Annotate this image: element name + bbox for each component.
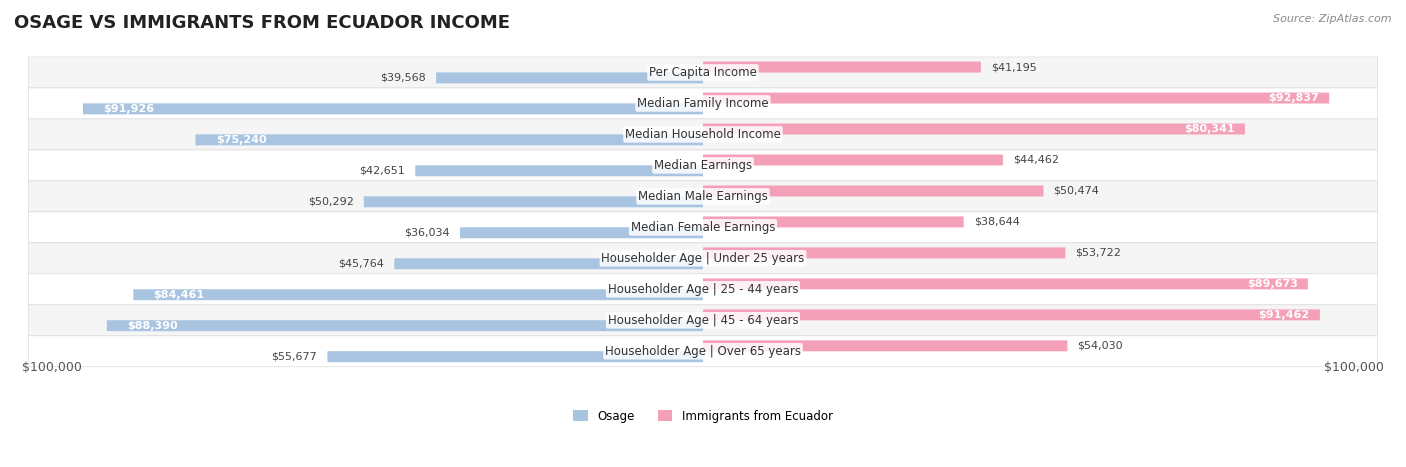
FancyBboxPatch shape <box>28 212 1378 243</box>
Legend: Osage, Immigrants from Ecuador: Osage, Immigrants from Ecuador <box>568 405 838 427</box>
FancyBboxPatch shape <box>436 72 703 84</box>
Text: $38,644: $38,644 <box>974 217 1019 227</box>
Text: Median Female Earnings: Median Female Earnings <box>631 221 775 234</box>
Text: $100,000: $100,000 <box>21 361 82 375</box>
Text: $75,240: $75,240 <box>215 135 266 145</box>
Text: $91,462: $91,462 <box>1258 310 1310 320</box>
FancyBboxPatch shape <box>28 274 1378 305</box>
FancyBboxPatch shape <box>703 92 1329 104</box>
Text: $36,034: $36,034 <box>404 228 450 238</box>
FancyBboxPatch shape <box>328 351 703 362</box>
Text: Householder Age | 45 - 64 years: Householder Age | 45 - 64 years <box>607 314 799 327</box>
FancyBboxPatch shape <box>703 216 963 227</box>
Text: $44,462: $44,462 <box>1012 155 1059 165</box>
FancyBboxPatch shape <box>83 103 703 114</box>
Text: $88,390: $88,390 <box>127 321 177 331</box>
Text: $91,926: $91,926 <box>103 104 155 114</box>
Text: $41,195: $41,195 <box>991 62 1036 72</box>
Text: OSAGE VS IMMIGRANTS FROM ECUADOR INCOME: OSAGE VS IMMIGRANTS FROM ECUADOR INCOME <box>14 14 510 32</box>
Text: Median Family Income: Median Family Income <box>637 97 769 110</box>
FancyBboxPatch shape <box>703 278 1308 290</box>
Text: $39,568: $39,568 <box>380 73 426 83</box>
Text: $54,030: $54,030 <box>1077 341 1123 351</box>
Text: Median Male Earnings: Median Male Earnings <box>638 190 768 203</box>
FancyBboxPatch shape <box>394 258 703 269</box>
Text: $92,837: $92,837 <box>1268 93 1319 103</box>
FancyBboxPatch shape <box>195 134 703 145</box>
FancyBboxPatch shape <box>415 165 703 177</box>
FancyBboxPatch shape <box>28 305 1378 336</box>
FancyBboxPatch shape <box>28 181 1378 212</box>
FancyBboxPatch shape <box>703 309 1320 320</box>
Text: Source: ZipAtlas.com: Source: ZipAtlas.com <box>1274 14 1392 24</box>
FancyBboxPatch shape <box>28 119 1378 150</box>
FancyBboxPatch shape <box>460 227 703 238</box>
FancyBboxPatch shape <box>703 340 1067 351</box>
FancyBboxPatch shape <box>703 124 1244 134</box>
FancyBboxPatch shape <box>703 155 1002 165</box>
FancyBboxPatch shape <box>28 243 1378 274</box>
FancyBboxPatch shape <box>134 289 703 300</box>
Text: $50,474: $50,474 <box>1053 186 1099 196</box>
FancyBboxPatch shape <box>28 57 1378 88</box>
FancyBboxPatch shape <box>28 150 1378 181</box>
Text: Per Capita Income: Per Capita Income <box>650 66 756 79</box>
FancyBboxPatch shape <box>364 196 703 207</box>
Text: $89,673: $89,673 <box>1247 279 1298 289</box>
FancyBboxPatch shape <box>28 88 1378 119</box>
Text: $55,677: $55,677 <box>271 352 318 361</box>
Text: Householder Age | 25 - 44 years: Householder Age | 25 - 44 years <box>607 283 799 296</box>
Text: $100,000: $100,000 <box>1324 361 1385 375</box>
FancyBboxPatch shape <box>703 185 1043 197</box>
Text: $84,461: $84,461 <box>153 290 205 300</box>
Text: Median Household Income: Median Household Income <box>626 128 780 141</box>
Text: Householder Age | Over 65 years: Householder Age | Over 65 years <box>605 345 801 358</box>
Text: $50,292: $50,292 <box>308 197 354 207</box>
Text: $80,341: $80,341 <box>1184 124 1234 134</box>
Text: Median Earnings: Median Earnings <box>654 159 752 172</box>
Text: $45,764: $45,764 <box>339 259 384 269</box>
FancyBboxPatch shape <box>703 62 981 72</box>
FancyBboxPatch shape <box>107 320 703 331</box>
FancyBboxPatch shape <box>703 248 1066 258</box>
Text: Householder Age | Under 25 years: Householder Age | Under 25 years <box>602 252 804 265</box>
FancyBboxPatch shape <box>28 336 1378 367</box>
Text: $53,722: $53,722 <box>1076 248 1122 258</box>
Text: $42,651: $42,651 <box>360 166 405 176</box>
